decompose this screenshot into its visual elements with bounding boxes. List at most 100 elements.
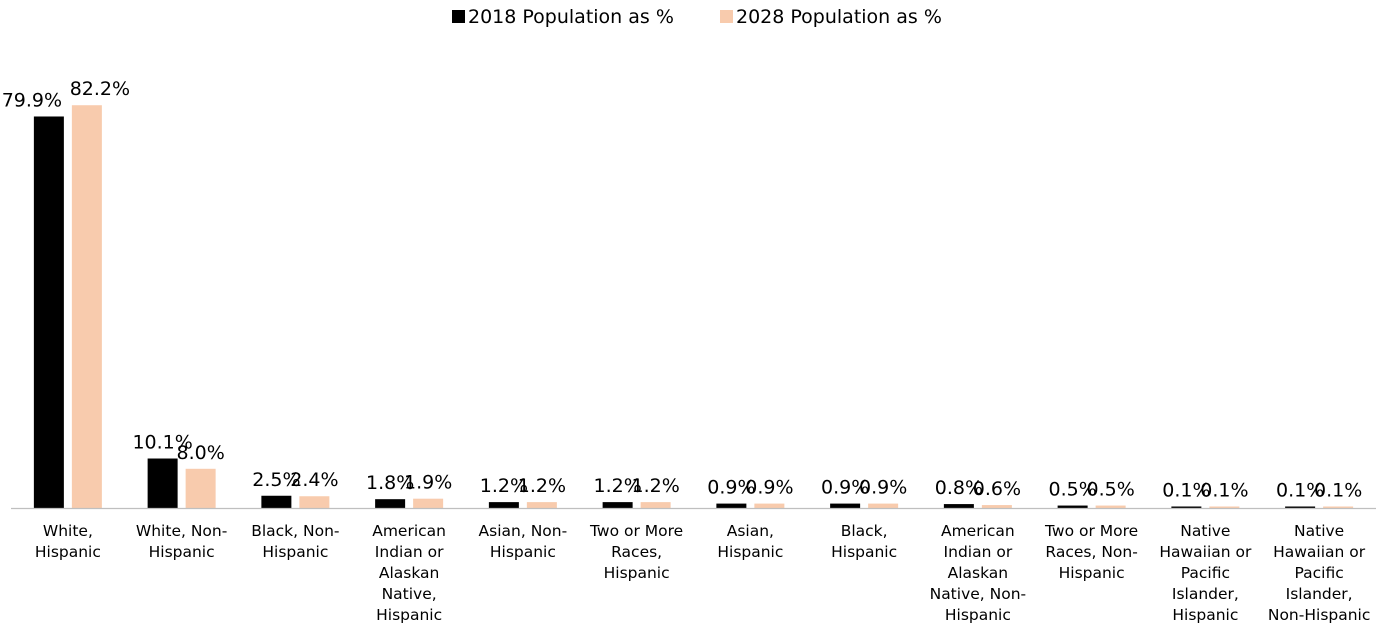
data-label-s2-2: 8.0% <box>176 442 224 464</box>
category-label-8: Black, Hispanic <box>831 522 897 561</box>
bar-s2-7 <box>754 503 785 508</box>
category-label-line: Asian, <box>727 522 774 540</box>
data-label-s1-4: 1.8% <box>366 472 414 494</box>
category-label-12: Native Hawaiian or Pacific Islander, Non-His… <box>1268 522 1371 624</box>
legend-label-2: 2028 Population as % <box>736 6 942 28</box>
bar-s1-2 <box>147 458 178 508</box>
bar-s2-12 <box>1323 506 1354 508</box>
category-label-line: American <box>941 522 1015 540</box>
bar-s1-10 <box>1057 505 1088 508</box>
category-label-line: Hispanic <box>262 543 328 561</box>
category-label-9: American Indian or Alaskan Native, Non- Hisp… <box>930 522 1027 624</box>
category-label-2: White, Non- Hispanic <box>136 522 227 561</box>
category-label-11: Native Hawaiian or Pacific Islander, Hispani… <box>1159 522 1252 624</box>
category-label-line: Hispanic <box>945 606 1011 624</box>
bar-s1-1 <box>33 116 64 509</box>
category-label-4: American Indian or Alaskan Native, Hispanic <box>372 522 446 624</box>
data-label-s1-9: 0.8% <box>935 477 983 499</box>
category-label-10: Two or More Races, Non- Hispanic <box>1044 522 1138 582</box>
data-label-s1-11: 0.1% <box>1162 480 1210 502</box>
data-label-s1-5: 1.2% <box>480 475 528 497</box>
category-label-line: Pacific <box>1181 564 1230 582</box>
legend: 2018 Population as % 2028 Population as % <box>452 6 942 28</box>
category-label-3: Black, Non- Hispanic <box>251 522 339 561</box>
category-label-line: Non-Hispanic <box>1268 606 1371 624</box>
data-label-s2-6: 1.2% <box>631 475 679 497</box>
category-label-line: Black, <box>841 522 888 540</box>
category-label-line: Native <box>1180 522 1230 540</box>
category-label-line: Hawaiian or <box>1159 543 1252 561</box>
bar-s1-9 <box>943 504 974 508</box>
category-label-line: Hispanic <box>376 606 442 624</box>
category-label-line: Black, Non- <box>251 522 339 540</box>
data-label-s1-1: 79.9% <box>2 89 62 111</box>
category-label-line: Hispanic <box>717 543 783 561</box>
category-label-5: Asian, Non- Hispanic <box>479 522 568 561</box>
category-label-line: Pacific <box>1294 564 1343 582</box>
category-label-line: Islander, <box>1286 585 1353 603</box>
data-label-s2-12: 0.1% <box>1314 480 1362 502</box>
data-label-s1-12: 0.1% <box>1276 480 1324 502</box>
bar-s2-6 <box>640 502 671 508</box>
category-label-line: Indian or <box>375 543 444 561</box>
data-label-s1-2: 10.1% <box>132 432 192 454</box>
bar-s2-5 <box>526 502 557 508</box>
category-label-1: White, Hispanic <box>35 522 101 561</box>
category-label-line: Races, <box>611 543 662 561</box>
category-label-line: Asian, Non- <box>479 522 568 540</box>
category-label-line: Native, Non- <box>930 585 1027 603</box>
category-label-line: Hispanic <box>831 543 897 561</box>
bar-s2-4 <box>413 498 444 508</box>
bar-s1-11 <box>1171 506 1202 508</box>
data-label-s1-6: 1.2% <box>593 475 641 497</box>
bar-s2-11 <box>1209 506 1240 508</box>
category-label-line: American <box>372 522 446 540</box>
bar-s1-7 <box>716 503 747 508</box>
bar-s1-12 <box>1285 506 1316 508</box>
category-label-line: Alaskan <box>948 564 1009 582</box>
category-label-line: Islander, <box>1172 585 1239 603</box>
bar-s1-3 <box>261 495 292 508</box>
data-label-s2-4: 1.9% <box>404 472 452 494</box>
data-label-s1-8: 0.9% <box>821 477 869 499</box>
category-label-line: Indian or <box>944 543 1013 561</box>
category-label-line: Hispanic <box>1059 564 1125 582</box>
data-label-s1-7: 0.9% <box>707 477 755 499</box>
legend-label-1: 2018 Population as % <box>468 6 674 28</box>
bar-s2-3 <box>299 496 330 508</box>
category-label-6: Two or More Races, Hispanic <box>589 522 683 582</box>
category-label-line: Hispanic <box>35 543 101 561</box>
data-label-s2-7: 0.9% <box>745 477 793 499</box>
bar-s1-4 <box>375 499 406 508</box>
bar-s2-9 <box>981 505 1012 508</box>
category-label-line: Hawaiian or <box>1273 543 1366 561</box>
category-label-line: Hispanic <box>604 564 670 582</box>
bar-s1-8 <box>830 503 861 508</box>
category-label-line: Two or More <box>1044 522 1138 540</box>
bars <box>33 105 1354 509</box>
data-label-s2-5: 1.2% <box>518 475 566 497</box>
category-label-line: White, Non- <box>136 522 227 540</box>
category-label-line: Alaskan <box>379 564 440 582</box>
category-label-line: Native <box>1294 522 1344 540</box>
data-label-s1-10: 0.5% <box>1048 479 1096 501</box>
data-labels: 79.9%82.2%10.1%8.0%2.5%2.4% 1.8%1.9% 1.2%1… <box>2 78 1363 501</box>
category-label-line: Two or More <box>589 522 683 540</box>
category-label-7: Asian, Hispanic <box>717 522 783 561</box>
category-label-line: Hispanic <box>1172 606 1238 624</box>
bar-s2-1 <box>71 105 102 508</box>
data-label-s2-10: 0.5% <box>1086 479 1134 501</box>
legend-swatch-1 <box>452 10 465 23</box>
category-label-line: White, <box>43 522 93 540</box>
data-label-s2-9: 0.6% <box>973 478 1021 500</box>
data-label-s2-8: 0.9% <box>859 477 907 499</box>
bar-s2-10 <box>1095 505 1126 508</box>
bar-s2-8 <box>868 503 899 508</box>
data-label-s1-3: 2.5% <box>252 469 300 491</box>
data-label-s2-1: 82.2% <box>70 78 130 100</box>
category-label-line: Hispanic <box>490 543 556 561</box>
category-label-line: Races, Non- <box>1045 543 1137 561</box>
bar-s1-6 <box>602 502 633 508</box>
